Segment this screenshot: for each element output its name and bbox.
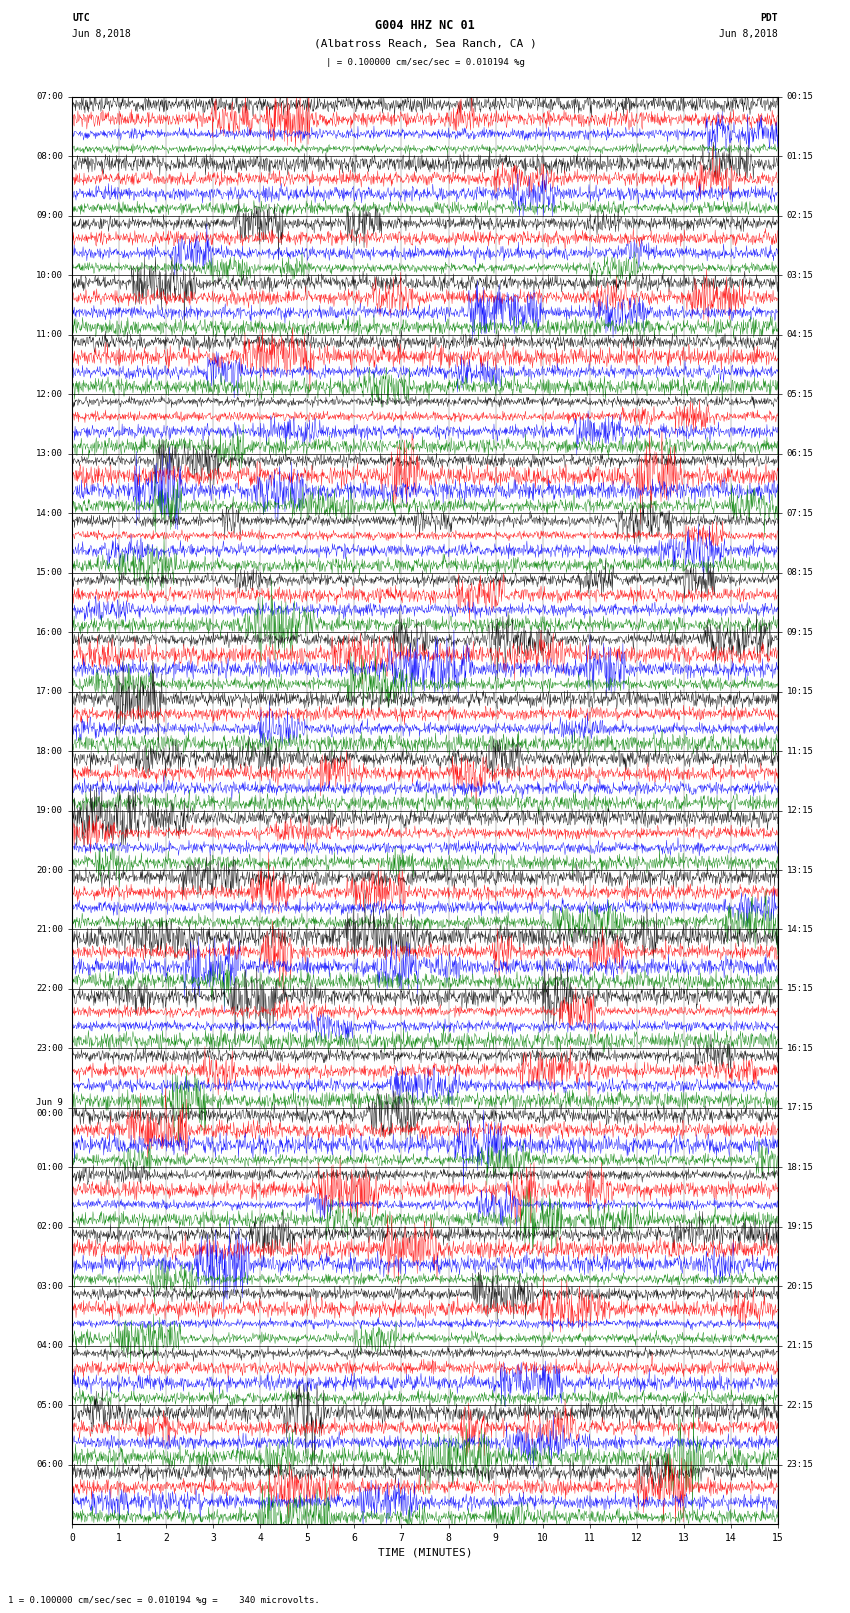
- Text: (Albatross Reach, Sea Ranch, CA ): (Albatross Reach, Sea Ranch, CA ): [314, 39, 536, 48]
- Text: Jun 8,2018: Jun 8,2018: [719, 29, 778, 39]
- X-axis label: TIME (MINUTES): TIME (MINUTES): [377, 1547, 473, 1558]
- Text: Jun 8,2018: Jun 8,2018: [72, 29, 131, 39]
- Text: UTC: UTC: [72, 13, 90, 23]
- Text: | = 0.100000 cm/sec/sec = 0.010194 %g: | = 0.100000 cm/sec/sec = 0.010194 %g: [326, 58, 524, 68]
- Text: G004 HHZ NC 01: G004 HHZ NC 01: [375, 19, 475, 32]
- Text: 1 = 0.100000 cm/sec/sec = 0.010194 %g =    340 microvolts.: 1 = 0.100000 cm/sec/sec = 0.010194 %g = …: [8, 1595, 320, 1605]
- Text: PDT: PDT: [760, 13, 778, 23]
